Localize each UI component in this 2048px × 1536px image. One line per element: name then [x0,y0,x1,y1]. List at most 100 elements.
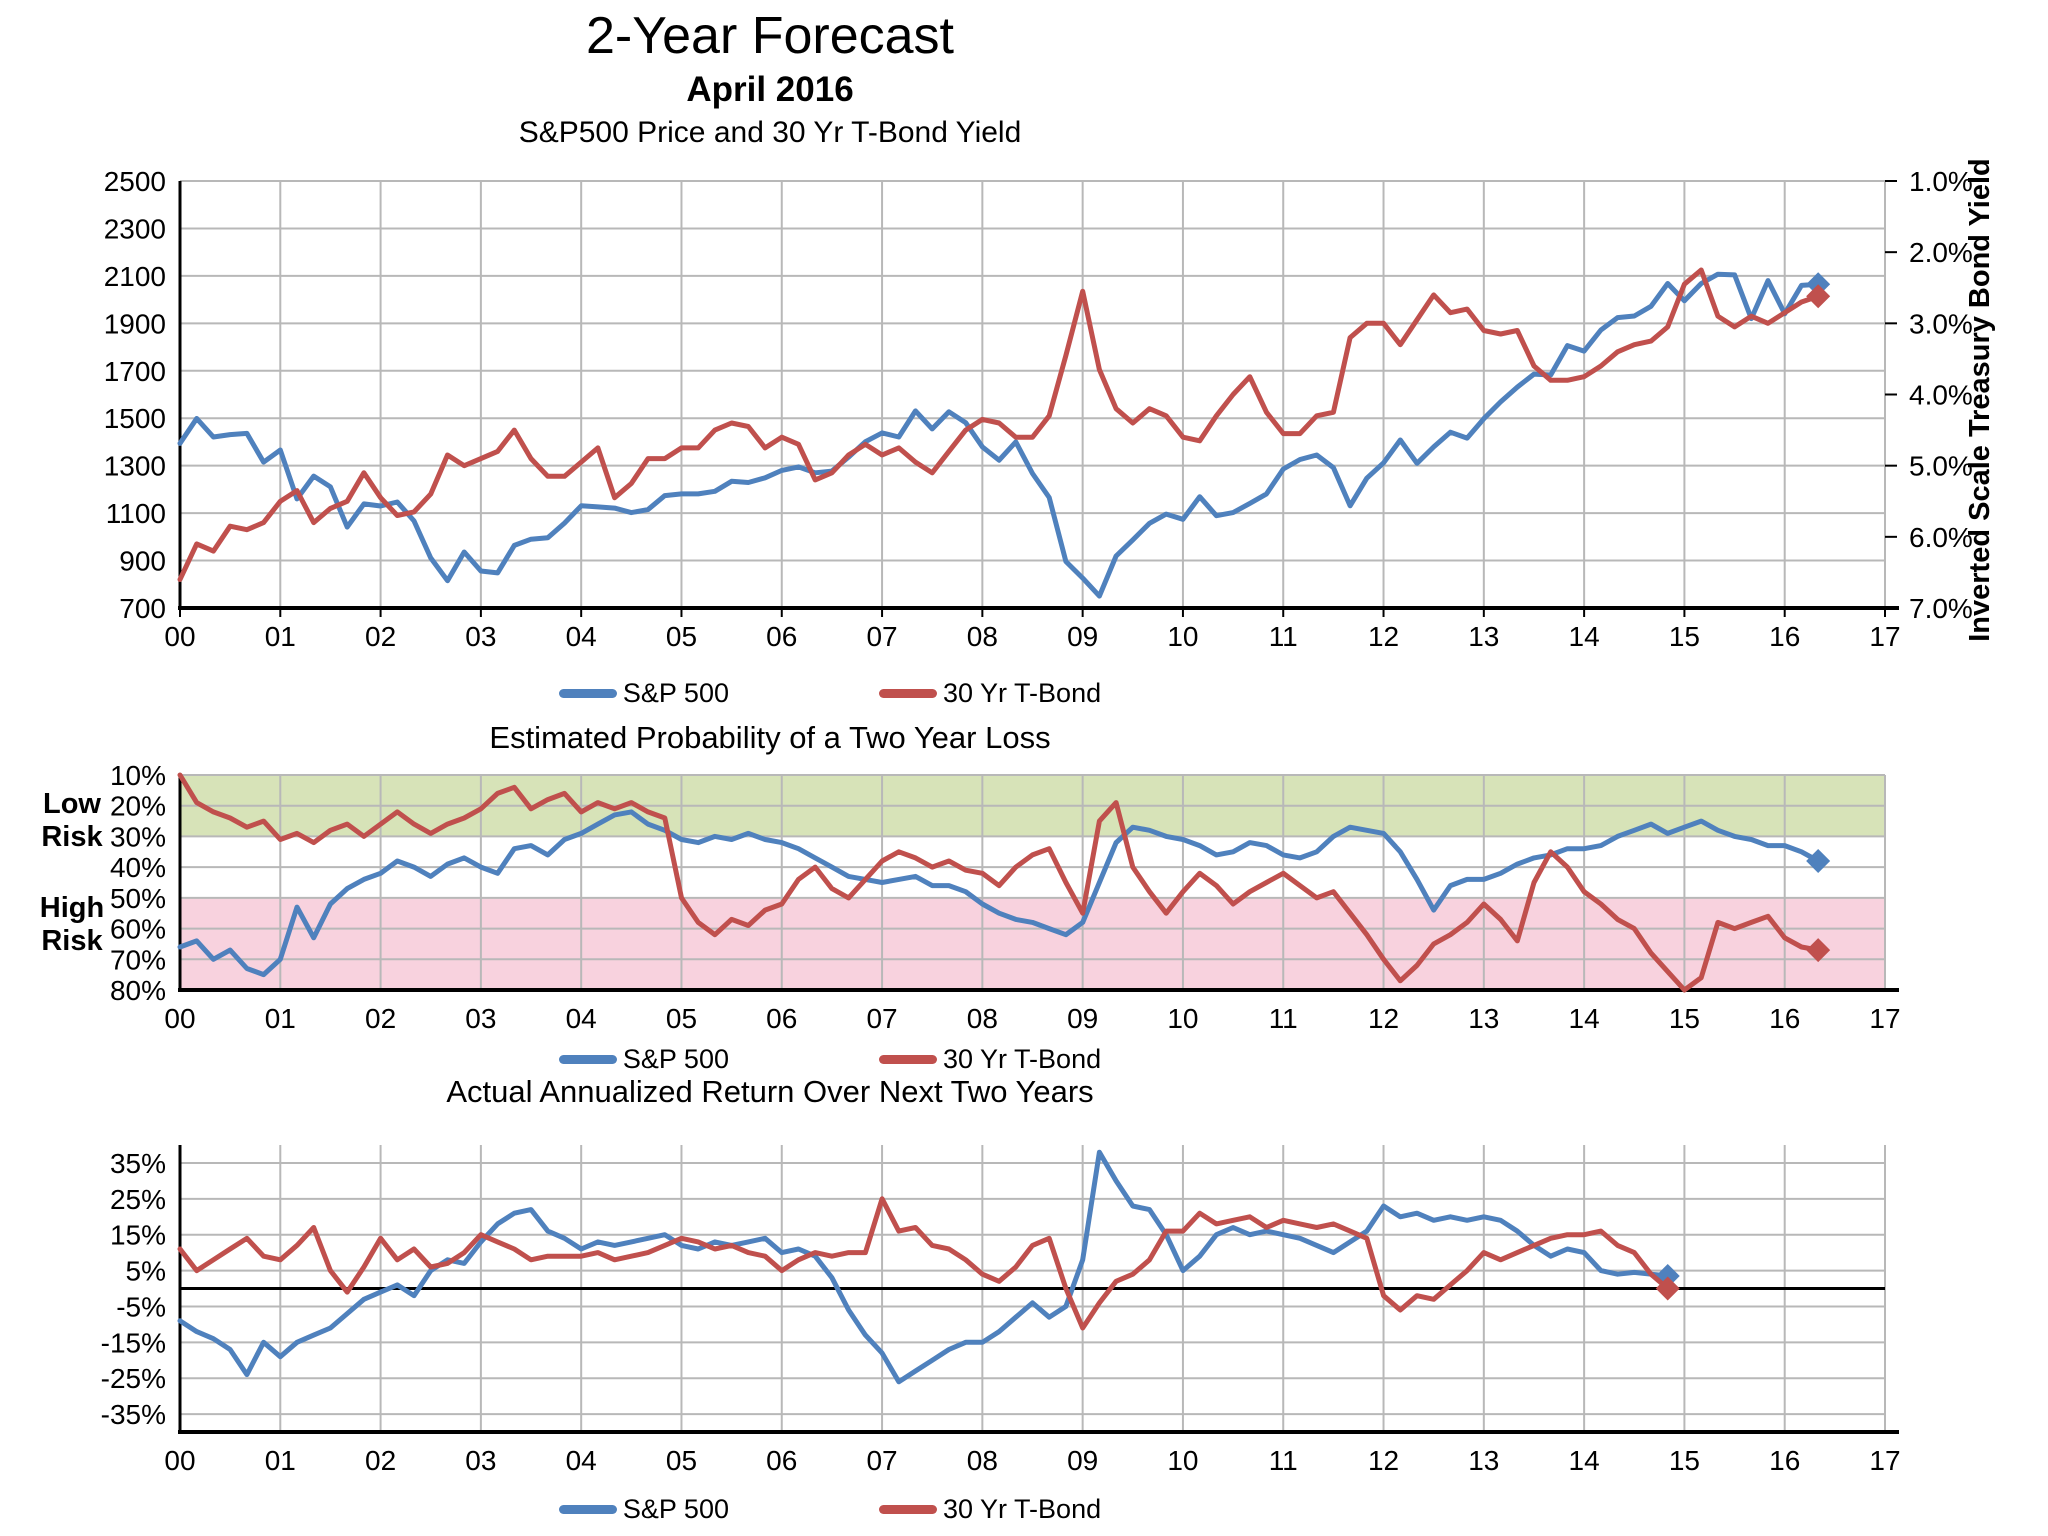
svg-text:700: 700 [119,593,166,624]
svg-text:30%: 30% [110,821,166,852]
probability-chart: 10%20%30%40%50%60%70%80%00 01 02 03 04 05 06 07… [110,760,1901,1034]
svg-text:6.0%: 6.0% [1909,522,1973,553]
svg-text:14: 14 [1569,1445,1600,1476]
svg-text:06: 06 [766,621,797,652]
svg-text:06: 06 [766,1445,797,1476]
svg-text:10%: 10% [110,760,166,791]
svg-text:04: 04 [566,621,597,652]
svg-text:12: 12 [1368,1003,1399,1034]
svg-text:2300: 2300 [104,213,166,244]
svg-text:17: 17 [1869,1003,1900,1034]
legend-label-tbond: 30 Yr T-Bond [942,1494,1102,1524]
svg-text:17: 17 [1869,1445,1900,1476]
legend-label-sp500: S&P 500 [622,1494,729,1524]
svg-text:11: 11 [1269,621,1298,652]
svg-text:11: 11 [1269,1003,1298,1034]
svg-text:09: 09 [1067,621,1098,652]
svg-text:00: 00 [164,1445,195,1476]
svg-text:00: 00 [164,1003,195,1034]
legend-item-sp500: S&P 500 [558,678,729,709]
low-risk-label: Low Risk [41,788,103,854]
legend-item-tbond: 30 Yr T-Bond [878,1494,1102,1525]
legend-item-sp500: S&P 500 [558,1044,729,1075]
svg-text:05: 05 [666,1003,697,1034]
tbond-line-swatch [878,689,937,698]
svg-text:02: 02 [365,1445,396,1476]
svg-text:07: 07 [866,621,897,652]
svg-text:13: 13 [1468,1003,1499,1034]
svg-text:80%: 80% [110,975,166,1006]
svg-text:5%: 5% [126,1256,166,1287]
svg-text:900: 900 [119,546,166,577]
x-axis-labels: 00 01 02 03 04 05 06 07 08 09 10 11 12 13 14 15 16 17 [164,1003,1900,1034]
returns-chart-title: Actual Annualized Return Over Next Two Y… [446,1074,1094,1109]
svg-text:00: 00 [164,621,195,652]
x-axis-ticks [179,608,1886,617]
legend-label-tbond: 30 Yr T-Bond [942,678,1102,708]
svg-text:05: 05 [666,1445,697,1476]
svg-text:40%: 40% [110,852,166,883]
svg-text:01: 01 [265,1445,296,1476]
svg-text:09: 09 [1067,1003,1098,1034]
svg-text:02: 02 [365,1003,396,1034]
svg-text:10: 10 [1167,621,1198,652]
svg-text:14: 14 [1569,621,1600,652]
end-marker-tbond [1806,938,1831,963]
svg-text:17: 17 [1869,621,1900,652]
svg-text:12: 12 [1368,621,1399,652]
axes [178,1145,1899,1434]
svg-text:03: 03 [465,1445,496,1476]
legend-label-sp500: S&P 500 [622,678,729,708]
svg-text:16: 16 [1769,1445,1800,1476]
axes [178,181,1899,610]
right-axis-ticks [1885,180,1897,609]
svg-text:14: 14 [1569,1003,1600,1034]
svg-text:2100: 2100 [104,261,166,292]
legend-price: S&P 500 30 Yr T-Bond [0,678,1660,709]
svg-text:04: 04 [566,1003,597,1034]
svg-text:60%: 60% [110,914,166,945]
svg-text:16: 16 [1769,621,1800,652]
svg-text:-5%: -5% [116,1291,166,1322]
svg-text:20%: 20% [110,791,166,822]
svg-text:03: 03 [465,621,496,652]
chart-price-title: S&P500 Price and 30 Yr T-Bond Yield [518,116,1022,149]
svg-text:-35%: -35% [101,1399,166,1430]
svg-text:02: 02 [365,621,396,652]
svg-text:15: 15 [1669,1003,1700,1034]
tbond-line-swatch [878,1505,937,1514]
svg-text:09: 09 [1067,1445,1098,1476]
legend-label-tbond: 30 Yr T-Bond [942,1044,1102,1074]
svg-text:05: 05 [666,621,697,652]
svg-text:15: 15 [1669,1445,1700,1476]
svg-text:01: 01 [265,1003,296,1034]
svg-text:10: 10 [1167,1445,1198,1476]
page-subtitle-date: April 2016 [686,70,854,109]
svg-text:07: 07 [866,1445,897,1476]
returns-chart: 35% 25% 15% 5% -5% -15% -25% -35% 00 01 02 03 04 05 06… [101,1145,1901,1476]
legend-probability: S&P 500 30 Yr T-Bond [0,1044,1660,1075]
svg-text:01: 01 [265,621,296,652]
high-risk-zone [180,897,1885,990]
y-gridlines [180,180,1885,562]
x-axis-labels: 00 01 02 03 04 05 06 07 08 09 10 11 12 13 14 15 16 17 [164,1445,1900,1476]
svg-text:13: 13 [1468,1445,1499,1476]
svg-text:1500: 1500 [104,403,166,434]
high-risk-label: High Risk [39,892,105,958]
y-axis-labels: 10%20%30%40%50%60%70%80% [110,760,166,1006]
legend-item-tbond: 30 Yr T-Bond [878,1044,1102,1075]
svg-text:13: 13 [1468,621,1499,652]
legend-returns: S&P 500 30 Yr T-Bond [0,1494,1660,1525]
tbond-line-swatch [878,1055,937,1064]
svg-text:06: 06 [766,1003,797,1034]
axes [178,775,1899,992]
svg-text:2.0%: 2.0% [1909,237,1973,268]
svg-text:08: 08 [967,1003,998,1034]
sp500-line-swatch [558,1505,617,1514]
svg-text:12: 12 [1368,1445,1399,1476]
end-marker-sp500 [1806,272,1831,297]
series-line-tbond [177,267,1821,582]
svg-text:04: 04 [566,1445,597,1476]
svg-text:15: 15 [1669,621,1700,652]
